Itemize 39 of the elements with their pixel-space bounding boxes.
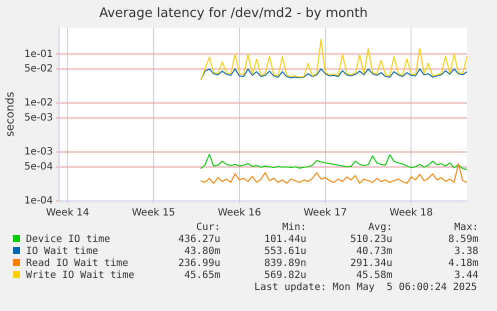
text: 45.65m xyxy=(183,270,220,282)
chart-title: Average latency for /dev/md2 - by month xyxy=(99,6,368,22)
text: 569.82u xyxy=(263,270,306,282)
y-tick-label: 5e-04 xyxy=(24,161,54,172)
x-tick-label: Week 14 xyxy=(46,208,90,219)
text: 101.44u xyxy=(263,234,306,246)
legend-label: IO Wait time xyxy=(25,246,100,258)
text: Last update: Mon May 5 06:00:24 2025 xyxy=(254,282,477,293)
x-tick-label: Week 17 xyxy=(304,208,347,219)
text: 436.27u xyxy=(177,234,220,246)
text: 3.44 xyxy=(453,270,478,282)
text: Min: xyxy=(281,222,306,234)
text: 236.99u xyxy=(177,258,220,270)
y-tick-label: 1e-01 xyxy=(24,48,54,60)
x-tick-label: Week 18 xyxy=(390,208,433,219)
text: 45.58m xyxy=(355,270,392,282)
y-tick-label: 5e-02 xyxy=(24,64,54,75)
text: 291.34u xyxy=(349,258,392,270)
text: Avg: xyxy=(367,222,392,234)
text: 510.23u xyxy=(349,234,392,246)
text: Cur: xyxy=(195,222,220,234)
legend-label: Device IO time xyxy=(25,234,112,246)
text: 43.80m xyxy=(183,246,220,258)
y-tick-label: 1e-03 xyxy=(24,146,54,158)
y-axis-title: seconds xyxy=(3,92,16,137)
x-tick-label: Week 16 xyxy=(218,208,262,219)
legend-label: Read IO Wait time xyxy=(25,258,130,270)
legend-label: Write IO Wait time xyxy=(25,270,134,282)
text: 553.61u xyxy=(263,246,306,258)
y-tick-label: 1e-04 xyxy=(24,196,54,207)
text: 3.38 xyxy=(453,246,478,258)
text: Max: xyxy=(453,222,478,234)
text: 4.18m xyxy=(447,258,478,270)
x-tick-label: Week 15 xyxy=(132,208,176,219)
text: 40.73m xyxy=(355,246,392,258)
text: 839.89n xyxy=(263,258,306,270)
y-tick-label: 5e-03 xyxy=(24,112,54,124)
y-tick-label: 1e-02 xyxy=(24,98,54,109)
text: 8.59m xyxy=(447,234,478,246)
